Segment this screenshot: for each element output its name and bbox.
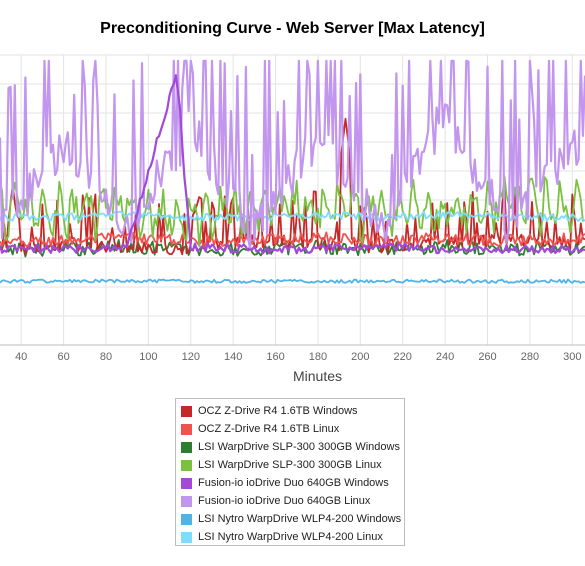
series-lines (0, 59, 585, 284)
x-tick-labels: 40 60 80 100 120 140 160 180 200 220 240 260 280 300 (15, 351, 581, 363)
x-tick-label: 120 (182, 351, 200, 363)
legend-label: LSI Nytro WarpDrive WLP4-200 Windows (198, 513, 402, 525)
legend-swatch (181, 495, 192, 507)
x-axis-label: Minutes (292, 368, 343, 384)
x-tick-label: 80 (100, 351, 112, 363)
legend-item: LSI WarpDrive SLP-300 300GB Windows (181, 438, 404, 456)
series-line-1 (0, 231, 585, 248)
x-tick-label: 200 (351, 351, 369, 363)
series-line-6 (0, 278, 585, 284)
legend-swatch (181, 531, 192, 543)
legend-swatch (181, 423, 192, 435)
legend-label: Fusion-io ioDrive Duo 640GB Linux (198, 495, 371, 507)
legend-label: Fusion-io ioDrive Duo 640GB Windows (198, 477, 389, 489)
legend-swatch (181, 513, 192, 525)
legend-swatch (181, 441, 192, 453)
legend-label: OCZ Z-Drive R4 1.6TB Windows (198, 405, 358, 417)
x-tick-label: 240 (436, 351, 454, 363)
x-tick-label: 140 (224, 351, 242, 363)
series-line-7 (0, 210, 585, 222)
x-tick-label: 40 (15, 351, 27, 363)
x-tick-label: 300 (563, 351, 581, 363)
legend-swatch (181, 459, 192, 471)
x-tick-label: 220 (394, 351, 412, 363)
legend-swatch (181, 405, 192, 417)
legend: OCZ Z-Drive R4 1.6TB Windows OCZ Z-Drive … (175, 398, 405, 546)
x-tick-label: 260 (478, 351, 496, 363)
legend-item: OCZ Z-Drive R4 1.6TB Linux (181, 420, 404, 438)
legend-item: LSI Nytro WarpDrive WLP4-200 Linux (181, 528, 404, 546)
x-tick-label: 180 (309, 351, 327, 363)
x-tick-label: 280 (521, 351, 539, 363)
series-line-5 (0, 59, 585, 250)
legend-label: OCZ Z-Drive R4 1.6TB Linux (198, 423, 340, 435)
x-tick-label: 160 (266, 351, 284, 363)
legend-item: OCZ Z-Drive R4 1.6TB Windows (181, 402, 404, 420)
x-tick-label: 100 (139, 351, 157, 363)
legend-item: Fusion-io ioDrive Duo 640GB Windows (181, 474, 404, 492)
legend-label: LSI WarpDrive SLP-300 300GB Linux (198, 459, 382, 471)
legend-item: LSI WarpDrive SLP-300 300GB Linux (181, 456, 404, 474)
legend-item: Fusion-io ioDrive Duo 640GB Linux (181, 492, 404, 510)
chart-title: Preconditioning Curve - Web Server [Max … (100, 20, 485, 37)
series-line-4 (0, 74, 585, 255)
legend-swatch (181, 477, 192, 489)
x-tick-label: 60 (57, 351, 69, 363)
legend-item: LSI Nytro WarpDrive WLP4-200 Windows (181, 510, 404, 528)
legend-label: LSI Nytro WarpDrive WLP4-200 Linux (198, 531, 383, 543)
legend-label: LSI WarpDrive SLP-300 300GB Windows (198, 441, 400, 453)
